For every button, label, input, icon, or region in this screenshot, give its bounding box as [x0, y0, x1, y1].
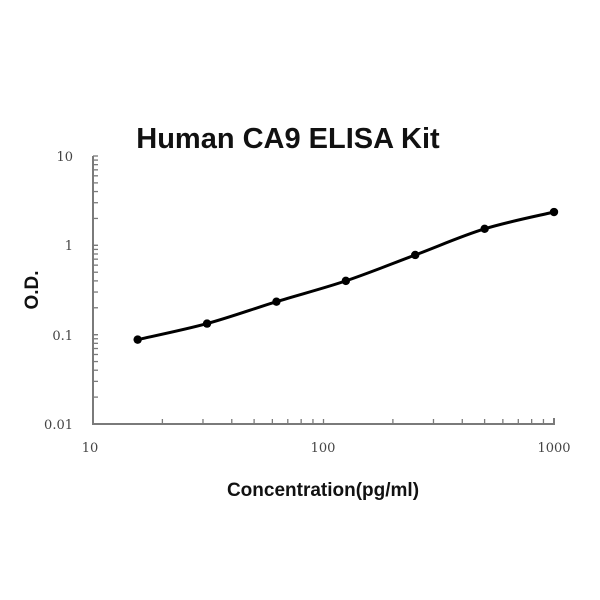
data-point: [549, 207, 559, 217]
data-points: [133, 207, 559, 344]
x-tick-label-100: 100: [311, 441, 336, 456]
y-tick-label-0.1: 0.1: [52, 329, 73, 344]
data-point: [272, 297, 281, 306]
x-axis-title: Concentration(pg/ml): [227, 480, 419, 501]
x-axis-ticks: [161, 419, 555, 424]
y-tick-label-10: 10: [56, 150, 73, 165]
y-axis-title: O.D.: [22, 270, 43, 309]
data-point: [133, 335, 142, 344]
data-point: [411, 250, 420, 260]
x-tick-label-10: 10: [82, 441, 99, 456]
data-point: [341, 276, 351, 286]
y-axis-tick-labels: 10 1 0.1 0.01: [44, 150, 73, 433]
standard-curve-line: [136, 210, 556, 342]
y-tick-label-1: 1: [65, 239, 73, 254]
x-axis-tick-labels: 10 100 1000: [82, 441, 571, 456]
y-axis-ticks: [93, 155, 98, 425]
y-tick-label-0.01: 0.01: [44, 418, 73, 433]
chart-title: Human CA9 ELISA Kit: [136, 123, 440, 155]
axes: [92, 156, 555, 425]
x-tick-label-1000: 1000: [537, 441, 570, 456]
data-point: [480, 224, 489, 234]
data-point: [202, 319, 212, 328]
plot-area: [92, 155, 559, 425]
